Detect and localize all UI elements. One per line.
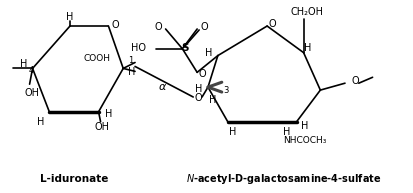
Text: O: O (268, 19, 275, 29)
Text: CH₂OH: CH₂OH (290, 7, 322, 17)
Text: 1: 1 (128, 56, 133, 65)
Text: H: H (195, 84, 202, 94)
Text: O: O (350, 76, 358, 86)
Text: 3: 3 (223, 85, 228, 95)
Text: H: H (37, 117, 44, 127)
Text: $\it{N}$-acetyl-D-galactosamine-4-sulfate: $\it{N}$-acetyl-D-galactosamine-4-sulfat… (186, 172, 381, 186)
Text: H: H (300, 121, 308, 131)
Text: HO: HO (131, 43, 145, 53)
Text: H: H (104, 109, 112, 119)
Text: H: H (20, 59, 27, 69)
Text: H: H (228, 127, 236, 137)
Text: H: H (205, 48, 212, 58)
Text: L-iduronate: L-iduronate (40, 174, 108, 184)
Text: O: O (154, 22, 162, 32)
Text: H: H (128, 67, 135, 77)
Text: O: O (111, 20, 119, 30)
Text: OH: OH (24, 88, 39, 98)
Text: H: H (303, 43, 311, 53)
Text: α: α (159, 82, 166, 92)
Text: H: H (282, 127, 290, 137)
Text: O: O (198, 69, 205, 79)
Text: OH: OH (94, 122, 109, 132)
Text: S: S (181, 43, 189, 53)
Text: 4: 4 (29, 66, 34, 75)
Text: H: H (66, 12, 74, 22)
Text: O: O (194, 93, 202, 103)
Text: H: H (209, 95, 216, 105)
Text: NHCOCH₃: NHCOCH₃ (282, 136, 325, 145)
Text: O: O (200, 22, 207, 32)
Text: COOH: COOH (83, 54, 111, 63)
